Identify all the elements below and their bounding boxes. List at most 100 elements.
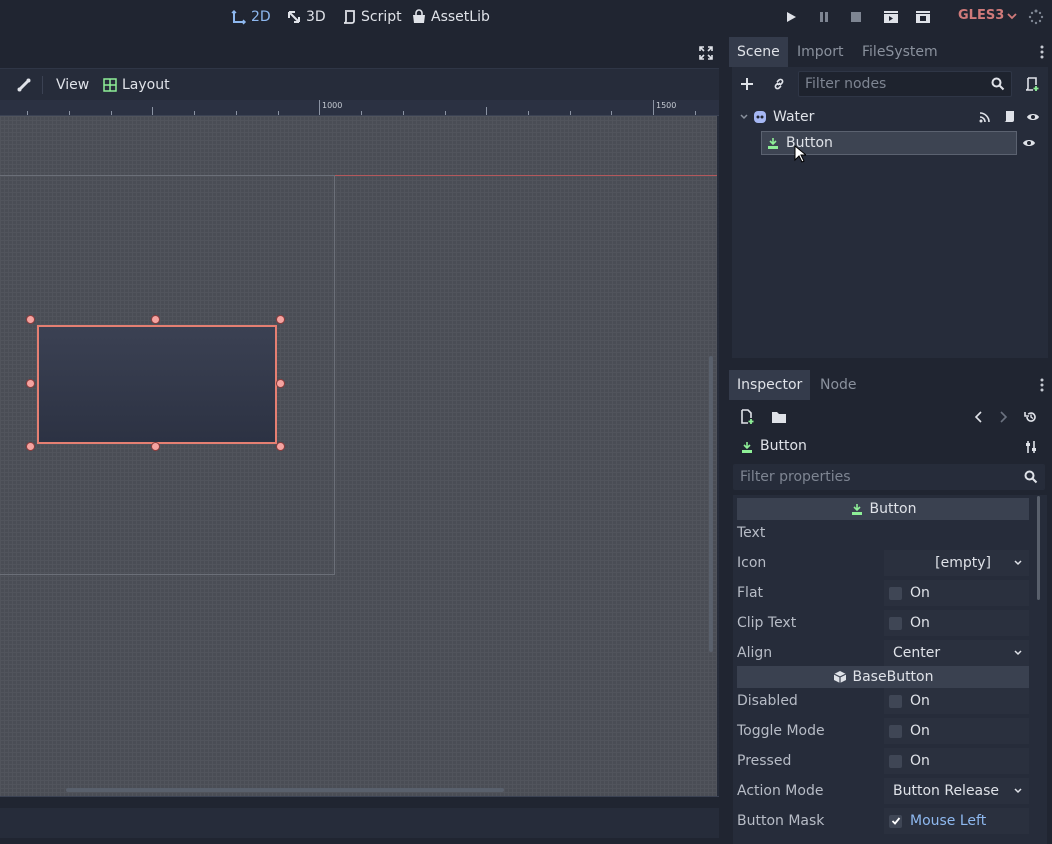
prop-flat-value: On (910, 585, 930, 601)
resize-handle-bottom-right[interactable] (276, 442, 285, 451)
add-node-button[interactable] (737, 74, 757, 94)
tab-node[interactable]: Node (812, 370, 865, 400)
canvas-2d[interactable] (0, 116, 717, 796)
tree-node-water[interactable]: Water (736, 105, 1044, 129)
prop-flat-checkbox[interactable]: On (884, 580, 1029, 606)
ruler-tick (445, 111, 446, 115)
object-tools-button[interactable] (1021, 437, 1041, 457)
button-node-icon (851, 504, 862, 515)
viewport-vertical-scrollbar[interactable] (709, 356, 713, 652)
tab-import[interactable]: Import (789, 37, 851, 67)
prop-clip-text-value: On (910, 615, 930, 631)
button-node-preview[interactable] (37, 325, 277, 444)
bone-tool-button[interactable] (14, 75, 34, 95)
viewport-horizontal-scrollbar[interactable] (66, 788, 504, 792)
prop-toggle-mode-value: On (910, 723, 930, 739)
checkmark-icon (891, 817, 900, 825)
view-menu-label: View (56, 77, 90, 93)
instance-scene-button[interactable] (769, 74, 789, 94)
play-button[interactable] (783, 9, 799, 25)
filter-properties-input[interactable]: Filter properties (733, 464, 1045, 490)
prop-disabled-value: On (910, 693, 930, 709)
resize-handle-left[interactable] (26, 379, 35, 388)
distraction-free-button[interactable] (696, 43, 716, 63)
prop-toggle-mode-checkbox[interactable]: On (884, 718, 1029, 744)
prop-icon-resource-picker[interactable]: [empty] (884, 550, 1029, 576)
prop-label-button-mask: Button Mask (737, 813, 825, 829)
pause-button[interactable] (816, 9, 832, 25)
ruler-tick (278, 111, 279, 115)
layout-menu-button[interactable]: Layout (103, 75, 170, 95)
prop-pressed-checkbox[interactable]: On (884, 748, 1029, 774)
resize-handle-top-right[interactable] (276, 315, 285, 324)
section-header-basebutton[interactable]: BaseButton (737, 666, 1029, 688)
filter-properties-placeholder: Filter properties (740, 469, 851, 485)
load-resource-button[interactable] (769, 407, 789, 427)
tab-scene[interactable]: Scene (729, 37, 788, 67)
tab-node-label: Node (820, 377, 857, 393)
viewport-panel: View Layout 1000 1500 (0, 34, 719, 796)
script-add-icon (1025, 77, 1039, 91)
resize-handle-bottom-left[interactable] (26, 442, 35, 451)
new-resource-button[interactable] (737, 407, 757, 427)
assetlib-mode-button[interactable]: AssetLib (411, 6, 490, 28)
tab-inspector-label: Inspector (737, 377, 803, 393)
vertical-dots-icon (1040, 45, 1044, 59)
prop-button-mask-flags[interactable]: Mouse Left (884, 808, 1029, 834)
object-history-button[interactable] (1021, 407, 1041, 427)
ruler-tick (236, 111, 237, 115)
tree-node-button[interactable]: Button (761, 131, 1017, 155)
tab-inspector[interactable]: Inspector (729, 370, 811, 400)
ruler-tick (528, 111, 529, 115)
signal-icon[interactable] (979, 111, 991, 123)
control-node-icon (754, 111, 766, 123)
resize-handle-top-left[interactable] (26, 315, 35, 324)
history-icon (1024, 412, 1036, 422)
resize-handle-top[interactable] (151, 315, 160, 324)
script-mode-button[interactable]: Script (341, 6, 402, 28)
resize-handle-bottom[interactable] (151, 442, 160, 451)
cube-icon (833, 671, 846, 683)
filter-nodes-input[interactable]: Filter nodes (798, 71, 1012, 97)
play-custom-scene-button[interactable] (915, 9, 931, 25)
stop-button[interactable] (848, 9, 864, 25)
main-toolbar: 2D 3D Script AssetLib GLES3 (0, 0, 1052, 34)
renderer-select[interactable]: GLES3 (958, 8, 1018, 23)
visibility-eye-icon[interactable] (1026, 111, 1040, 123)
tab-filesystem[interactable]: FileSystem (854, 37, 946, 67)
filter-nodes-placeholder: Filter nodes (805, 76, 887, 92)
tab-filesystem-label: FileSystem (862, 44, 938, 60)
prop-align-select[interactable]: Center (884, 640, 1029, 666)
prop-action-mode-select[interactable]: Button Release (884, 778, 1029, 804)
prop-disabled-checkbox[interactable]: On (884, 688, 1029, 714)
3d-mode-button[interactable]: 3D (286, 6, 326, 28)
link-icon (774, 78, 784, 90)
bottom-panel-bar (0, 808, 719, 838)
prop-clip-text-checkbox[interactable]: On (884, 610, 1029, 636)
prop-action-mode-value: Button Release (893, 783, 1000, 799)
section-header-basebutton-label: BaseButton (852, 669, 934, 685)
play-scene-button[interactable] (883, 9, 899, 25)
inspector-scrollbar[interactable] (1037, 496, 1040, 600)
resize-handle-right[interactable] (276, 379, 285, 388)
axis-line (335, 175, 717, 176)
section-header-button[interactable]: Button (737, 498, 1029, 520)
tree-node-water-label: Water (773, 109, 815, 125)
prop-icon-value: [empty] (935, 555, 991, 571)
prop-text-input[interactable] (884, 520, 1029, 546)
history-forward-button[interactable] (993, 407, 1013, 427)
history-back-button[interactable] (969, 407, 989, 427)
ruler-tick (653, 100, 654, 115)
prop-label-icon: Icon (737, 555, 767, 571)
visibility-eye-icon[interactable] (1022, 137, 1036, 149)
view-menu-button[interactable]: View (56, 75, 89, 95)
attach-script-button[interactable] (1022, 74, 1042, 94)
2d-mode-button[interactable]: 2D (231, 6, 271, 28)
script-attached-icon[interactable] (1003, 110, 1015, 124)
ruler-tick (152, 107, 153, 115)
inspector-dock-menu-button[interactable] (1032, 375, 1052, 395)
chevron-down-icon[interactable] (739, 112, 749, 122)
ruler-label-1000: 1000 (322, 101, 343, 110)
chevron-down-icon (1007, 12, 1017, 19)
scene-dock-menu-button[interactable] (1032, 42, 1052, 62)
